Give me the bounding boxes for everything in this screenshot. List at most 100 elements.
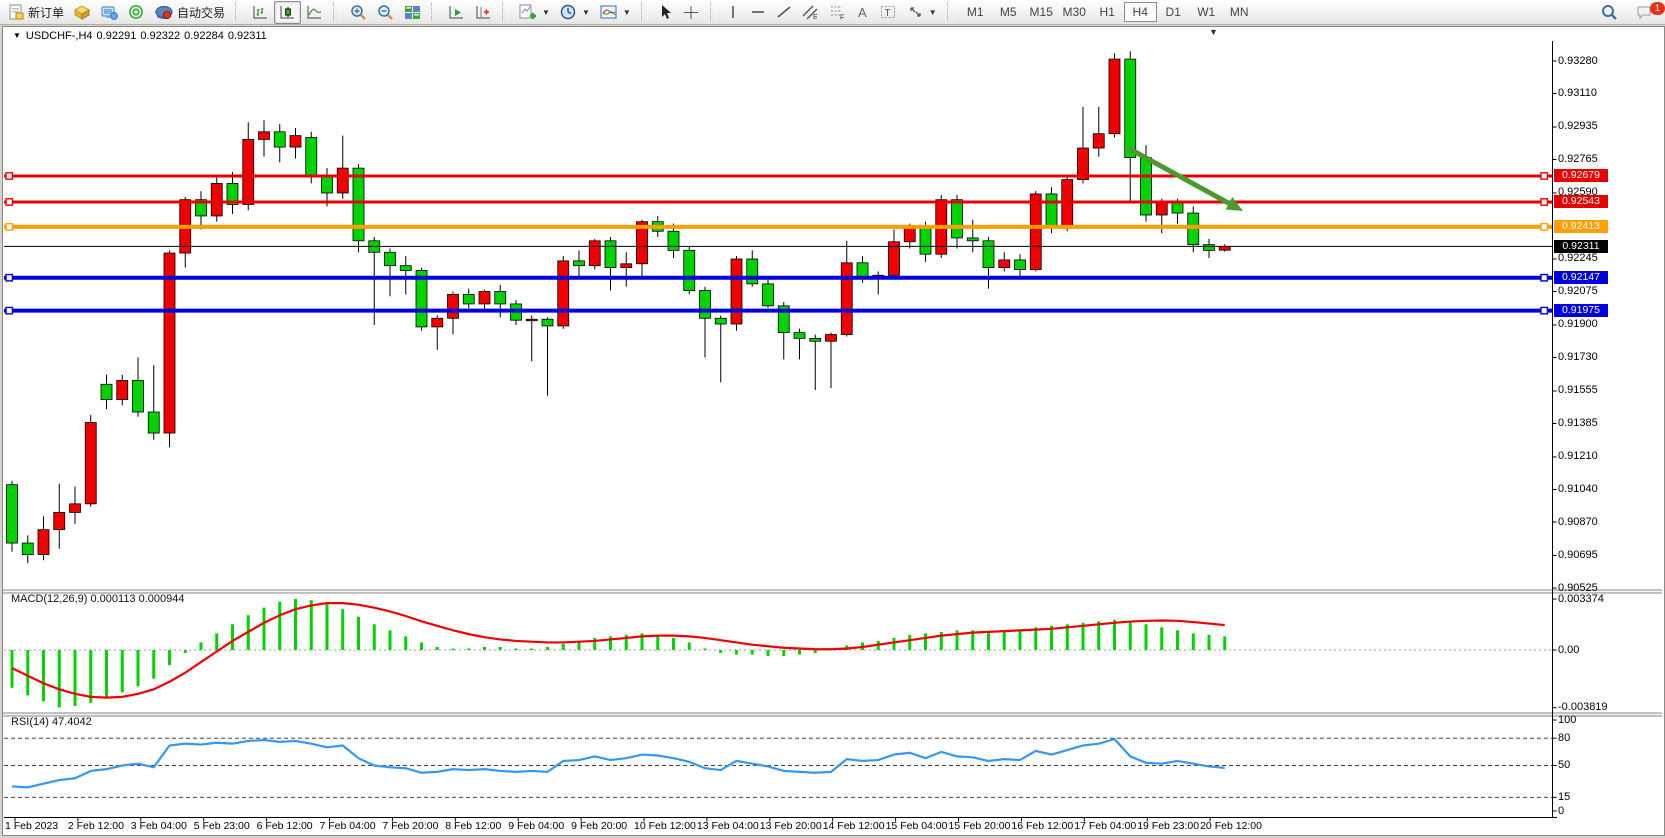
time-axis-label: 16 Feb 12:00 — [1011, 820, 1074, 832]
signals-button[interactable] — [123, 1, 150, 24]
auto-trading-button[interactable]: 自动交易 — [150, 1, 230, 24]
search-icon[interactable] — [1595, 0, 1623, 24]
market-watch-button[interactable] — [96, 1, 123, 24]
price-axis-tick: 0.91210 — [1558, 450, 1598, 463]
chart-shift-button[interactable] — [470, 1, 497, 24]
rsi-axis-tick: 80 — [1558, 731, 1571, 744]
zoom-in-button[interactable] — [345, 1, 372, 24]
candlestick-icon — [279, 4, 296, 21]
crosshair-icon — [683, 4, 700, 21]
arrows-tool-button[interactable]: ▼ — [902, 1, 942, 23]
time-axis-label: 20 Feb 12:00 — [1200, 820, 1262, 832]
profiles-button[interactable] — [69, 1, 96, 24]
trendline-icon — [776, 4, 792, 20]
new-order-label: 新订单 — [28, 5, 65, 20]
price-axis-tick: 0.92245 — [1558, 252, 1598, 265]
toolbar-separator — [333, 3, 341, 21]
time-axis-label: 6 Feb 12:00 — [256, 820, 313, 832]
chart-window: ▼ USDCHF-,H4 0.92291 0.92322 0.92284 0.92311 … — [2, 26, 1665, 836]
text-icon: A — [856, 4, 870, 20]
price-axis-tick: 0.91555 — [1558, 384, 1598, 397]
vertical-line-tool-button[interactable] — [722, 1, 745, 23]
chevron-down-icon: ▼ — [928, 7, 937, 17]
price-line-tag: 0.92679 — [1554, 169, 1608, 183]
new-order-icon — [8, 4, 24, 20]
new-order-button[interactable]: 新订单 — [3, 1, 69, 24]
candlestick-mode-button[interactable] — [274, 0, 302, 24]
macd-axis-tick: -0.003819 — [1558, 701, 1608, 714]
toolbar-separator — [502, 3, 510, 21]
price-axis-tick: 0.90695 — [1558, 548, 1598, 561]
toolbar-separator — [235, 3, 243, 21]
chevron-down-icon: ▼ — [622, 7, 631, 17]
zoom-out-button[interactable] — [372, 1, 399, 24]
time-axis-label: 1 Feb 2023 — [5, 820, 59, 832]
auto-trading-icon — [155, 4, 173, 21]
crosshair-tool-button[interactable] — [678, 1, 705, 24]
indicators-button[interactable]: ▼ — [514, 1, 555, 24]
fibonacci-tool-button[interactable]: F — [824, 1, 851, 23]
price-axis-tick: 0.93280 — [1558, 54, 1598, 67]
notifications-icon[interactable]: 1 — [1631, 1, 1665, 23]
timeframe-button-mn[interactable]: MN — [1229, 5, 1249, 19]
timeframe-button-h1[interactable]: H1 — [1099, 5, 1115, 19]
timeframe-button-w1[interactable]: W1 — [1197, 5, 1216, 19]
line-chart-mode-button[interactable] — [301, 1, 328, 24]
price-line-tag: 0.91975 — [1554, 304, 1608, 318]
rsi-panel-label: RSI(14) 47.4042 — [11, 716, 92, 728]
toolbar-separator — [946, 3, 954, 21]
macd-value-signal: 0.000944 — [138, 593, 185, 605]
templates-button[interactable]: ▼ — [595, 1, 636, 24]
text-label-tool-button[interactable]: T — [875, 1, 902, 23]
macd-axis-tick: 0.003374 — [1558, 592, 1604, 605]
time-axis-label: 5 Feb 23:00 — [193, 820, 250, 832]
time-axis-label: 10 Feb 12:00 — [634, 820, 696, 832]
line-chart-icon — [306, 4, 323, 21]
time-axis-label: 3 Feb 04:00 — [130, 820, 187, 832]
price-axis-tick: 0.91900 — [1558, 318, 1598, 331]
collapse-arrow-icon[interactable]: ▼ — [13, 31, 21, 40]
timeframe-button-d1[interactable]: D1 — [1165, 5, 1181, 19]
low-value: 0.92284 — [184, 30, 224, 42]
time-axis-label: 7 Feb 04:00 — [319, 820, 376, 832]
auto-scroll-button[interactable] — [443, 1, 470, 24]
price-line-tag: 0.92543 — [1554, 195, 1608, 209]
chart-shift-marker[interactable]: ▼ — [1209, 27, 1218, 37]
svg-text:E: E — [813, 14, 818, 20]
tile-windows-button[interactable] — [399, 1, 426, 24]
chevron-down-icon: ▼ — [542, 7, 550, 17]
price-axis-tick: 0.93110 — [1558, 87, 1597, 100]
chart-title: ▼ USDCHF-,H4 0.92291 0.92322 0.92284 0.92311 — [13, 30, 271, 42]
trendline-tool-button[interactable] — [771, 1, 797, 23]
price-line-tag: 0.92413 — [1554, 220, 1608, 234]
price-axis-tick: 0.91730 — [1558, 350, 1598, 363]
text-tool-button[interactable]: A — [851, 1, 875, 23]
price-axis-tick: 0.90525 — [1558, 581, 1598, 594]
periods-button[interactable]: ▼ — [555, 1, 595, 24]
clock-icon — [560, 4, 577, 21]
horizontal-line-tool-button[interactable] — [745, 1, 771, 23]
rsi-value: 47.4042 — [51, 716, 92, 728]
bar-chart-mode-button[interactable] — [247, 1, 274, 24]
equidistant-channel-tool-button[interactable]: E — [797, 1, 824, 23]
time-axis-label: 17 Feb 04:00 — [1074, 820, 1137, 832]
timeframe-button-m5[interactable]: M5 — [999, 5, 1017, 19]
price-line-tag: 0.92147 — [1554, 271, 1608, 285]
rsi-axis-tick: 50 — [1558, 759, 1571, 771]
timeframe-button-m30[interactable]: M30 — [1062, 5, 1086, 19]
cursor-tool-button[interactable] — [653, 1, 678, 23]
template-icon — [600, 4, 618, 21]
time-axis-label: 13 Feb 20:00 — [759, 820, 822, 832]
chart-plot-area[interactable] — [3, 27, 1662, 833]
timeframe-button-m1[interactable]: M1 — [966, 5, 984, 19]
timeframe-button-h4[interactable]: H4 — [1123, 2, 1157, 22]
add-indicator-icon — [519, 4, 537, 21]
rsi-axis-tick: 0 — [1558, 804, 1565, 817]
svg-text:A: A — [858, 5, 867, 20]
macd-axis-tick: 0.00 — [1558, 643, 1580, 656]
close-value: 0.92311 — [227, 30, 267, 42]
cursor-icon — [658, 4, 673, 20]
timeframe-button-m15[interactable]: M15 — [1029, 5, 1053, 19]
notification-badge: 1 — [1650, 2, 1665, 15]
bar-chart-icon — [252, 4, 269, 21]
